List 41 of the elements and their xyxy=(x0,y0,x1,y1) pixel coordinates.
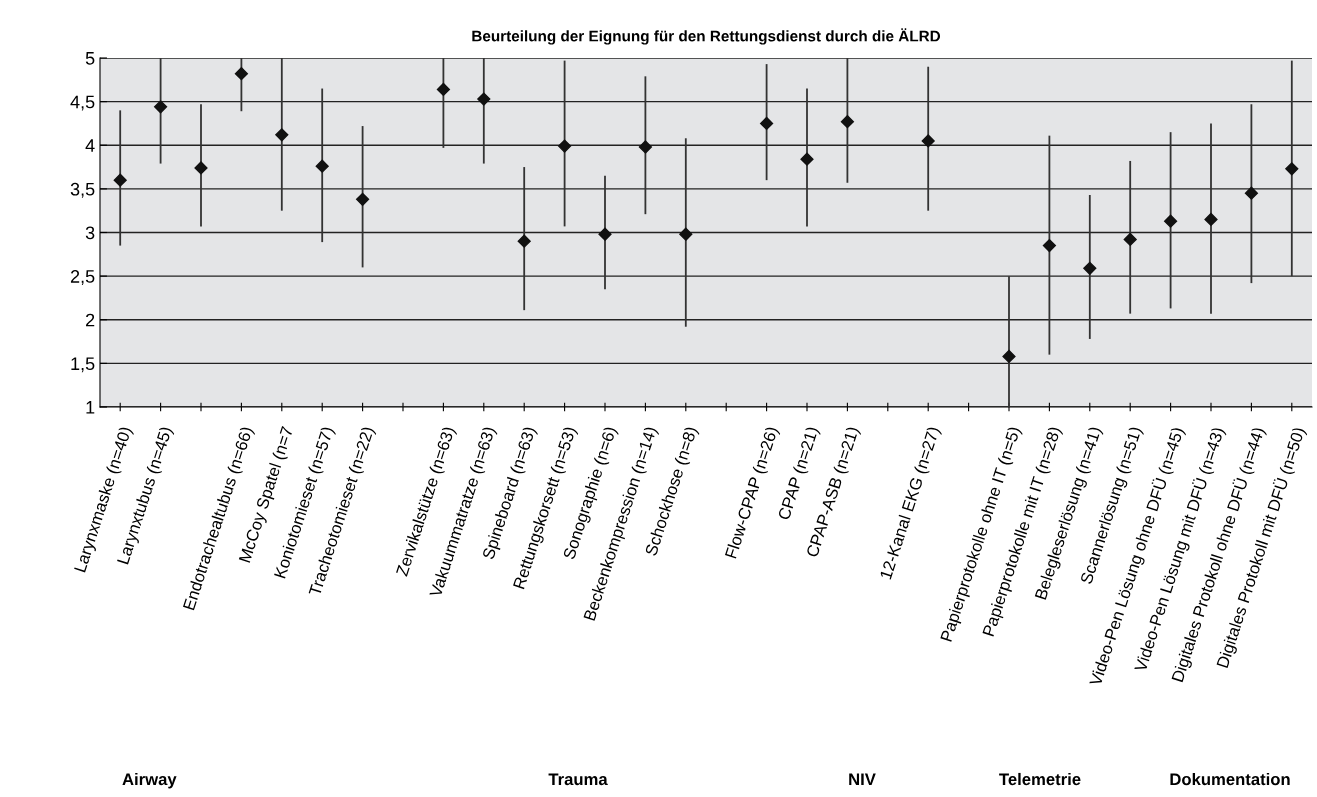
y-tick-label: 3,5 xyxy=(70,182,95,198)
point xyxy=(234,67,248,81)
point xyxy=(1002,349,1016,363)
point xyxy=(840,115,854,129)
point xyxy=(1164,214,1178,228)
point xyxy=(760,116,774,131)
text: Trauma xyxy=(548,773,608,786)
point xyxy=(436,82,450,96)
point xyxy=(558,139,572,153)
point xyxy=(598,227,612,241)
point xyxy=(1204,212,1218,227)
y-tick-label: 2 xyxy=(86,313,95,327)
point xyxy=(1244,186,1258,200)
point xyxy=(800,152,814,166)
text: Telemetrie xyxy=(999,772,1081,786)
y-tick-label: 1,5 xyxy=(71,357,95,373)
point xyxy=(113,173,127,187)
point xyxy=(1123,232,1137,247)
y-tick-label: 3 xyxy=(85,226,95,240)
point xyxy=(356,192,370,206)
point xyxy=(679,227,693,241)
point xyxy=(275,128,289,142)
point xyxy=(1083,261,1097,275)
point xyxy=(477,92,491,106)
chart-title: Beurteilung der Eignung für den Rettungsdienst durch die ÄLRD xyxy=(472,28,941,45)
text: Dokumentation xyxy=(1170,772,1290,786)
y-tick-label: 5 xyxy=(85,52,95,65)
point xyxy=(154,100,168,114)
point xyxy=(194,161,208,175)
text: NIV xyxy=(849,773,876,785)
point xyxy=(315,159,329,173)
text: Airway xyxy=(122,772,177,789)
point xyxy=(921,134,935,148)
point xyxy=(1285,162,1299,176)
point xyxy=(638,140,652,154)
y-tick-label: 1 xyxy=(86,401,95,414)
y-tick-label: 2,5 xyxy=(70,270,95,285)
y-tick-label: 4,5 xyxy=(70,95,95,111)
point xyxy=(1042,238,1056,253)
y-tick-label: 4 xyxy=(85,139,95,152)
point xyxy=(517,234,531,248)
